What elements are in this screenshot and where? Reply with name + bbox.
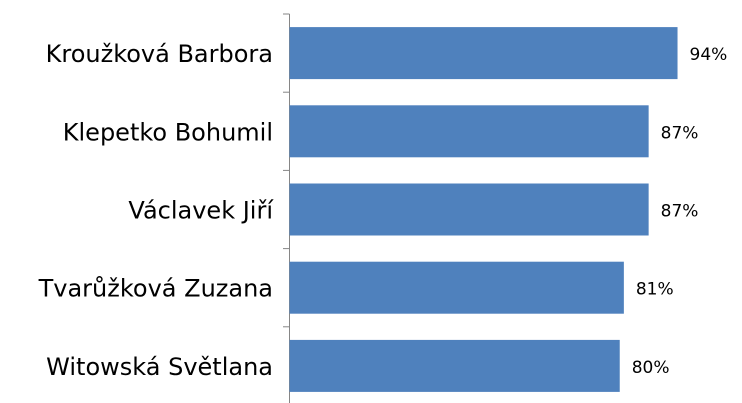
y-tick-label: Václavek Jiří <box>128 197 274 225</box>
data-label: 87% <box>661 202 699 222</box>
data-label: 94% <box>690 45 728 65</box>
y-tick-label: Tvarůžková Zuzana <box>38 275 273 303</box>
bar <box>289 339 620 392</box>
y-tick-label: Witowská Světlana <box>46 353 273 381</box>
data-label: 81% <box>636 280 674 300</box>
data-label: 80% <box>632 358 670 378</box>
bar <box>289 261 624 314</box>
data-label: 87% <box>661 123 699 143</box>
bar <box>289 105 649 158</box>
bar <box>289 183 649 236</box>
bar <box>289 27 678 80</box>
y-tick-label: Klepetko Bohumil <box>63 118 273 146</box>
y-tick-label: Kroužková Barbora <box>46 40 273 68</box>
